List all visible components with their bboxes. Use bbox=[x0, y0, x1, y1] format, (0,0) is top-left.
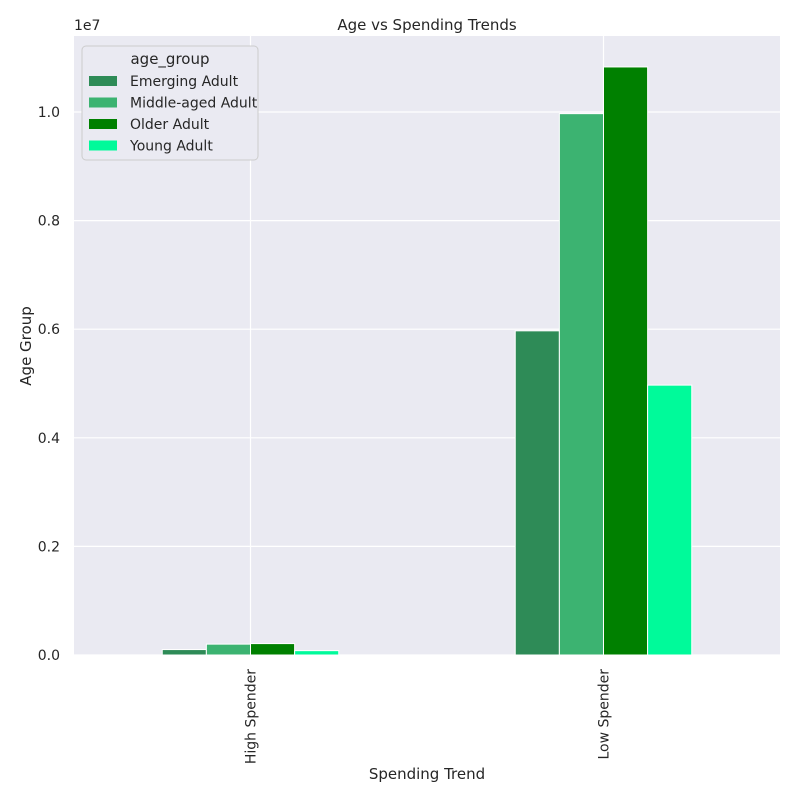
y-tick-label: 0.4 bbox=[38, 431, 60, 447]
legend-label: Older Adult bbox=[130, 117, 210, 133]
y-tick-label: 0.6 bbox=[38, 322, 60, 338]
x-tick-label: Low Spender bbox=[597, 669, 613, 760]
x-tick-label: High Spender bbox=[244, 669, 260, 764]
legend-swatch bbox=[89, 140, 117, 151]
y-tick-label: 0.0 bbox=[38, 648, 60, 664]
legend-label: Middle-aged Adult bbox=[130, 96, 258, 112]
bar-emerging-adult-low-spender bbox=[514, 330, 560, 656]
legend-swatch bbox=[89, 97, 117, 108]
y-tick-labels: 0.0 0.2 0.4 0.6 0.8 1.0 bbox=[38, 105, 60, 664]
y-axis-title: Age Group bbox=[17, 306, 35, 385]
bar-older-adult-low-spender bbox=[603, 66, 649, 656]
bar-young-adult-low-spender bbox=[647, 384, 693, 656]
legend-title: age_group bbox=[130, 50, 209, 69]
legend-label: Emerging Adult bbox=[130, 74, 239, 90]
bar-middle-aged-adult-low-spender bbox=[558, 113, 604, 656]
y-tick-label: 0.2 bbox=[38, 539, 60, 555]
bars bbox=[161, 66, 693, 656]
y-multiplier-label: 1e7 bbox=[74, 18, 100, 34]
chart-title: Age vs Spending Trends bbox=[337, 16, 517, 34]
legend-items: Emerging Adult Middle-aged Adult Older Adu… bbox=[89, 74, 258, 155]
bar-emerging-adult-high-spender bbox=[161, 649, 207, 656]
y-tick-label: 0.8 bbox=[38, 214, 60, 230]
legend-swatch bbox=[89, 119, 117, 129]
x-tick-labels: High Spender Low Spender bbox=[244, 669, 613, 764]
legend: age_group Emerging Adult Middle-aged Adul… bbox=[81, 45, 259, 161]
x-axis-title: Spending Trend bbox=[369, 765, 485, 783]
bar-older-adult-high-spender bbox=[250, 643, 296, 656]
bar-young-adult-high-spender bbox=[294, 650, 340, 656]
legend-swatch bbox=[89, 76, 117, 86]
legend-label: Young Adult bbox=[129, 139, 213, 155]
bar-middle-aged-adult-high-spender bbox=[205, 643, 251, 656]
legend-box bbox=[81, 45, 259, 161]
y-tick-label: 1.0 bbox=[38, 105, 60, 121]
